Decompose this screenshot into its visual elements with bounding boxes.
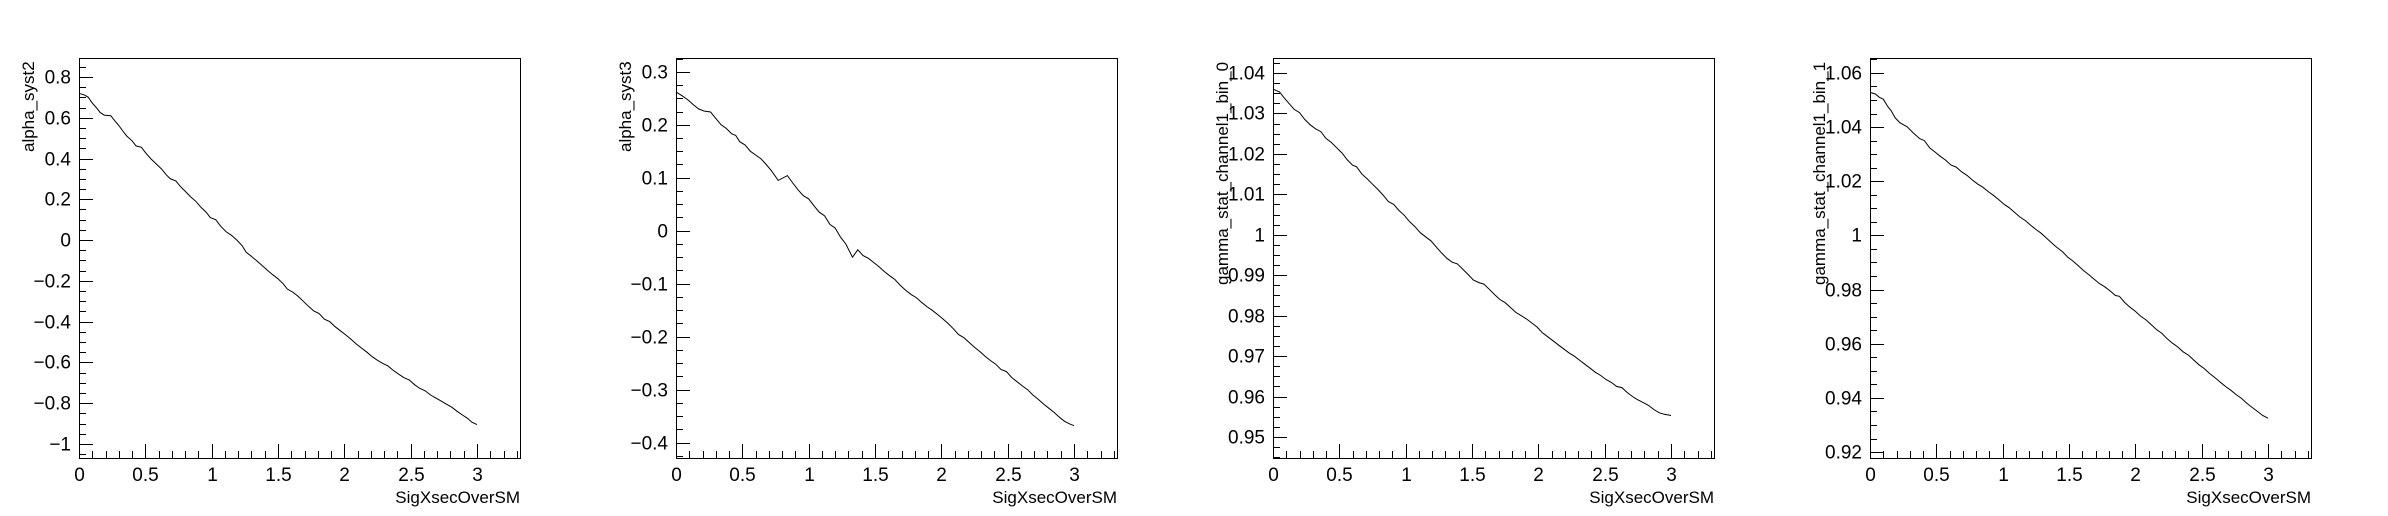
x-tick-label: 1 (804, 465, 815, 486)
x-tick-label: 0.5 (132, 465, 158, 486)
plot-frame (676, 58, 1118, 459)
x-axis-title: SigXsecOverSM (1589, 488, 1714, 507)
y-axis-title: gamma_stat_channel1_bin_1 (1810, 62, 1829, 285)
y-tick-label: −0.3 (630, 381, 668, 402)
x-tick-label: 2.5 (1592, 465, 1618, 486)
x-tick-label: 3 (1069, 465, 1080, 486)
x-tick-label: 1.5 (265, 465, 291, 486)
y-tick-label: 0.96 (1825, 335, 1862, 356)
y-tick-label: 1.04 (1228, 64, 1265, 85)
y-tick-label: 0.95 (1228, 428, 1265, 449)
y-tick-label: 1.04 (1825, 118, 1862, 139)
y-tick-label: 0.94 (1825, 389, 1862, 410)
x-tick-label: 0.5 (729, 465, 755, 486)
y-tick-label: 1.01 (1228, 185, 1265, 206)
y-tick-label: 0.2 (45, 190, 71, 211)
y-tick-label: 0.96 (1228, 388, 1265, 409)
x-tick-label: 2.5 (995, 465, 1021, 486)
y-tick-label: −0.4 (33, 313, 71, 334)
y-tick-label: 1.06 (1825, 64, 1862, 85)
y-tick-label: 0 (60, 231, 71, 252)
curve-line (675, 91, 1075, 427)
y-tick-label: 0.99 (1228, 266, 1265, 287)
x-tick-label: 3 (2263, 465, 2274, 486)
y-tick-label: 0.8 (45, 68, 71, 89)
y-tick-label: −0.1 (630, 275, 668, 296)
curve-line (78, 92, 478, 426)
x-tick-label: 1 (207, 465, 218, 486)
x-tick-label: 2.5 (398, 465, 424, 486)
pad-gamma-stat-channel1-bin-1: 0 0.5 1 1.5 2 2.5 3 1.06 1.04 1.02 1 0.98 0.96 0.94 0.… (1791, 0, 2388, 516)
x-tick-label: 2 (339, 465, 350, 486)
x-tick-label: 3 (1666, 465, 1677, 486)
y-tick-label: 0.98 (1228, 307, 1265, 328)
y-tick-label: −0.2 (33, 272, 71, 293)
y-tick-label: 1.02 (1825, 172, 1862, 193)
x-axis-title: SigXsecOverSM (395, 488, 520, 507)
y-tick-label: 0.6 (45, 109, 71, 130)
x-tick-label: 0.5 (1923, 465, 1949, 486)
x-tick-label: 1.5 (2056, 465, 2082, 486)
y-tick-label: 0.98 (1825, 281, 1862, 302)
plot-gamma-stat-channel1-bin-0: 0 0.5 1 1.5 2 2.5 3 1.04 1.03 1.02 1.01 1 0.99 0.98 0.… (1213, 58, 1715, 507)
y-tick-label: −0.8 (33, 394, 71, 415)
plot-gamma-stat-channel1-bin-1: 0 0.5 1 1.5 2 2.5 3 1.06 1.04 1.02 1 0.98 0.96 0.94 0.… (1810, 58, 2312, 507)
y-tick-label: −0.6 (33, 353, 71, 374)
x-tick-label: 0 (74, 465, 85, 486)
x-axis-title: SigXsecOverSM (2186, 488, 2311, 507)
y-tick-label: 1.03 (1228, 104, 1265, 125)
y-tick-label: −1 (49, 435, 71, 456)
y-tick-label: 0 (657, 222, 668, 243)
x-tick-label: 1.5 (862, 465, 888, 486)
y-tick-label: 1 (1851, 226, 1862, 247)
x-tick-label: 2 (1533, 465, 1544, 486)
y-axis-title: gamma_stat_channel1_bin_0 (1213, 62, 1232, 285)
y-tick-label: 1 (1254, 226, 1265, 247)
curve-line (1869, 91, 2269, 419)
y-tick-label: 1.02 (1228, 145, 1265, 166)
x-tick-label: 0 (1865, 465, 1876, 486)
x-tick-label: 0.5 (1326, 465, 1352, 486)
curve-line (1272, 88, 1672, 416)
plot-frame (1273, 58, 1715, 459)
x-tick-label: 0 (671, 465, 682, 486)
y-tick-label: 0.92 (1825, 443, 1862, 464)
x-tick-label: 1 (1998, 465, 2009, 486)
y-tick-label: 0.2 (642, 116, 668, 137)
y-tick-label: 0.97 (1228, 347, 1265, 368)
y-axis-title: alpha_syst3 (616, 61, 635, 152)
x-tick-label: 3 (472, 465, 483, 486)
pad-gamma-stat-channel1-bin-0: 0 0.5 1 1.5 2 2.5 3 1.04 1.03 1.02 1.01 1 0.99 0.98 0.… (1194, 0, 1791, 516)
y-tick-label: −0.2 (630, 328, 668, 349)
x-tick-label: 2 (2130, 465, 2141, 486)
y-tick-label: 0.4 (45, 150, 72, 171)
plot-alpha-syst2: 0 0.5 1 1.5 2 2.5 3 0.8 0.6 0.4 0.2 0 −0.2 −0.4 −0.6 −0… (19, 58, 521, 507)
y-tick-label: 0.1 (642, 169, 668, 190)
plot-frame (79, 58, 521, 459)
x-tick-label: 1.5 (1459, 465, 1485, 486)
x-tick-label: 2.5 (2189, 465, 2215, 486)
plot-alpha-syst3: 0 0.5 1 1.5 2 2.5 3 0.3 0.2 0.1 0 −0.1 −0.2 −0.3 −0.4 S… (616, 58, 1118, 507)
x-tick-label: 2 (936, 465, 947, 486)
pad-alpha-syst2: 0 0.5 1 1.5 2 2.5 3 0.8 0.6 0.4 0.2 0 −0.2 −0.4 −0.6 −0… (0, 0, 597, 516)
x-tick-label: 1 (1401, 465, 1412, 486)
x-axis-title: SigXsecOverSM (992, 488, 1117, 507)
y-axis-title: alpha_syst2 (19, 61, 38, 152)
plot-frame (1870, 58, 2312, 459)
x-tick-label: 0 (1268, 465, 1279, 486)
y-tick-label: 0.3 (642, 63, 668, 84)
y-tick-label: −0.4 (630, 434, 668, 455)
pad-alpha-syst3: 0 0.5 1 1.5 2 2.5 3 0.3 0.2 0.1 0 −0.1 −0.2 −0.3 −0.4 S… (597, 0, 1194, 516)
